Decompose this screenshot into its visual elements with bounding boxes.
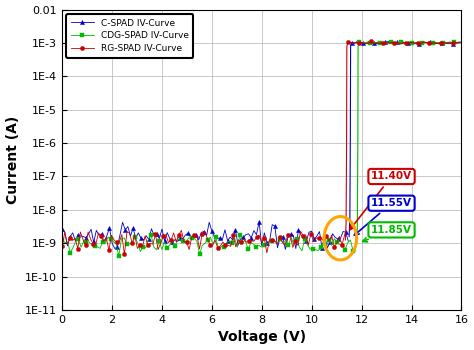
CDG-SPAD IV-Curve [353,248,359,253]
CDG-SPAD IV-Curve [272,239,278,243]
X-axis label: Voltage (V): Voltage (V) [218,330,306,344]
C-SPAD IV-Curve [346,239,351,243]
C-SPAD IV-Curve [191,234,196,239]
RG-SPAD IV-Curve [339,243,345,247]
Line: RG-SPAD IV-Curve: RG-SPAD IV-Curve [60,228,346,257]
C-SPAD IV-Curve [264,241,270,245]
CDG-SPAD IV-Curve [116,254,122,258]
C-SPAD IV-Curve [256,220,262,224]
RG-SPAD IV-Curve [194,234,200,238]
Line: CDG-SPAD IV-Curve: CDG-SPAD IV-Curve [60,233,358,258]
CDG-SPAD IV-Curve [59,238,65,242]
Legend: C-SPAD IV-Curve, CDG-SPAD IV-Curve, RG-SPAD IV-Curve: C-SPAD IV-Curve, CDG-SPAD IV-Curve, RG-S… [66,14,193,58]
RG-SPAD IV-Curve [59,244,65,248]
CDG-SPAD IV-Curve [197,252,202,256]
CDG-SPAD IV-Curve [350,249,356,253]
CDG-SPAD IV-Curve [339,242,345,246]
RG-SPAD IV-Curve [342,233,347,237]
RG-SPAD IV-Curve [179,228,184,232]
Y-axis label: Current (A): Current (A) [6,116,19,204]
CDG-SPAD IV-Curve [148,233,154,237]
Text: 11.55V: 11.55V [355,198,412,235]
C-SPAD IV-Curve [283,247,288,252]
RG-SPAD IV-Curve [121,252,127,257]
Text: 11.85V: 11.85V [363,225,412,242]
C-SPAD IV-Curve [143,234,149,238]
Line: C-SPAD IV-Curve: C-SPAD IV-Curve [60,220,350,251]
RG-SPAD IV-Curve [329,233,335,237]
CDG-SPAD IV-Curve [237,233,243,237]
C-SPAD IV-Curve [343,230,348,235]
C-SPAD IV-Curve [59,226,65,231]
RG-SPAD IV-Curve [145,243,151,247]
C-SPAD IV-Curve [332,235,338,239]
RG-SPAD IV-Curve [202,229,208,233]
Text: 11.40V: 11.40V [350,172,412,230]
C-SPAD IV-Curve [199,230,204,235]
CDG-SPAD IV-Curve [205,238,210,242]
RG-SPAD IV-Curve [264,251,270,255]
